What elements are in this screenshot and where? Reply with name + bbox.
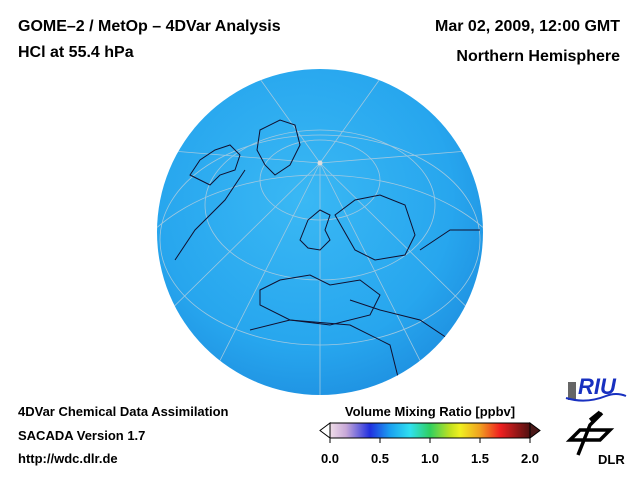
region-label: Northern Hemisphere [456, 48, 620, 65]
colorbar-tick-label: 2.0 [520, 451, 540, 466]
colorbar-tick-label: 1.0 [420, 451, 440, 466]
colorbar-ticks [329, 438, 531, 443]
footer-line1: 4DVar Chemical Data Assimilation [18, 404, 229, 419]
dlr-logo-text: DLR [598, 452, 625, 467]
colorbar-tick-label: 0.0 [320, 451, 340, 466]
graticule [157, 69, 483, 395]
footer-url[interactable]: http://wdc.dlr.de [18, 451, 118, 466]
date-label: Mar 02, 2009, 12:00 GMT [435, 18, 620, 35]
title: GOME–2 / MetOp – 4DVar Analysis [18, 18, 281, 35]
riu-logo-icon [565, 382, 627, 402]
footer-line2: SACADA Version 1.7 [18, 428, 146, 443]
colorbar-title: Volume Mixing Ratio [ppbv] [344, 404, 516, 419]
colorbar-tick-label: 1.5 [470, 451, 490, 466]
riu-logo-text: RIU [578, 374, 616, 399]
dlr-logo-icon [565, 410, 615, 456]
subtitle: HCl at 55.4 hPa [18, 44, 134, 61]
coastlines [174, 119, 480, 386]
north-pole-marker [317, 160, 323, 166]
colorbar-bar [329, 422, 531, 439]
colorbar-high-arrow [529, 422, 541, 439]
colorbar-tick-label: 0.5 [370, 451, 390, 466]
colorbar-low-arrow [319, 422, 331, 439]
